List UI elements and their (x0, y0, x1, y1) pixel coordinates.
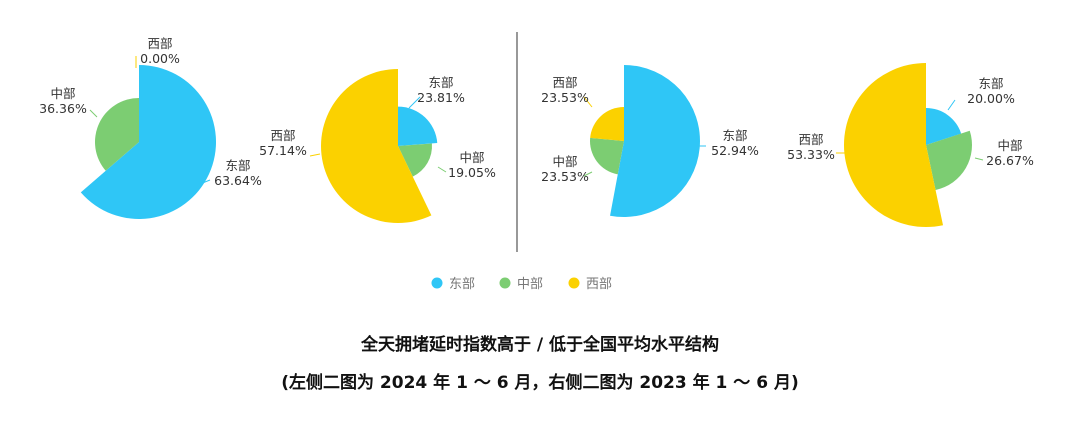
slice-value-central: 19.05% (448, 165, 496, 180)
legend-item-west: 西部 (568, 277, 612, 292)
legend-item-east: 东部 (431, 277, 475, 292)
label-leader-west (583, 96, 593, 108)
pie-slice-central (589, 137, 624, 175)
caption-note: (左侧二图为 2024 年 1 ～ 6 月，右侧二图为 2023 年 1 ～ 6… (281, 373, 799, 393)
slice-value-west: 23.53% (541, 90, 589, 105)
pie-slice-west (843, 62, 944, 228)
slice-value-east: 52.94% (711, 143, 759, 158)
slice-label-east: 东部 (722, 128, 747, 143)
label-leader-east (199, 179, 211, 185)
pie-slice-central (398, 143, 433, 177)
pie-slice-west (590, 107, 624, 141)
legend-marker (431, 277, 443, 289)
pie-group: 东部63.64%中部36.36%西部0.00%东部23.81%中部19.05%西… (39, 36, 1034, 228)
slice-label-central: 中部 (552, 154, 577, 169)
label-leader-west (309, 153, 321, 157)
slice-label-west: 西部 (147, 36, 172, 51)
slice-label-west: 西部 (798, 132, 823, 147)
chart-caption: 全天拥堵延时指数高于 / 低于全国平均水平结构 (左侧二图为 2024 年 1 … (0, 326, 1080, 402)
slice-label-central: 中部 (50, 86, 75, 101)
legend-label: 中部 (517, 277, 543, 292)
pie-slice-east (926, 108, 962, 145)
slice-value-west: 0.00% (140, 51, 180, 66)
legend: 东部 中部 西部 (431, 277, 612, 292)
slice-label-central: 中部 (997, 138, 1022, 153)
label-leader-central (974, 157, 984, 161)
legend-label: 东部 (449, 277, 475, 292)
pie-slice-west (321, 69, 432, 223)
legend-item-central: 中部 (499, 277, 543, 292)
slice-value-east: 23.81% (417, 90, 465, 105)
pie-slice-central (94, 98, 139, 171)
slice-label-east: 东部 (225, 158, 250, 173)
pie-slice-east (80, 65, 217, 219)
label-leader-east (947, 99, 956, 111)
label-leader-central (583, 171, 593, 177)
slice-value-east: 20.00% (967, 91, 1015, 106)
label-leader-central (437, 166, 447, 173)
slice-label-central: 中部 (459, 150, 484, 165)
slice-value-central: 36.36% (39, 101, 87, 116)
pie-slice-east (398, 106, 438, 146)
legend-label: 西部 (586, 277, 612, 292)
legend-marker (499, 277, 511, 289)
slice-value-west: 57.14% (259, 143, 307, 158)
slice-label-east: 东部 (428, 75, 453, 90)
slice-value-central: 23.53% (541, 169, 589, 184)
slice-label-west: 西部 (552, 75, 577, 90)
pie-slice-east (610, 65, 700, 217)
label-leader-east (408, 96, 421, 109)
slice-label-west: 西部 (270, 128, 295, 143)
caption-title: 全天拥堵延时指数高于 / 低于全国平均水平结构 (360, 335, 720, 355)
pie-slice-central (926, 130, 973, 190)
label-leader-central (89, 109, 98, 118)
legend-marker (568, 277, 580, 289)
slice-label-east: 东部 (978, 76, 1003, 91)
slice-value-west: 53.33% (787, 147, 835, 162)
slice-value-central: 26.67% (986, 153, 1034, 168)
slice-value-east: 63.64% (214, 173, 262, 188)
